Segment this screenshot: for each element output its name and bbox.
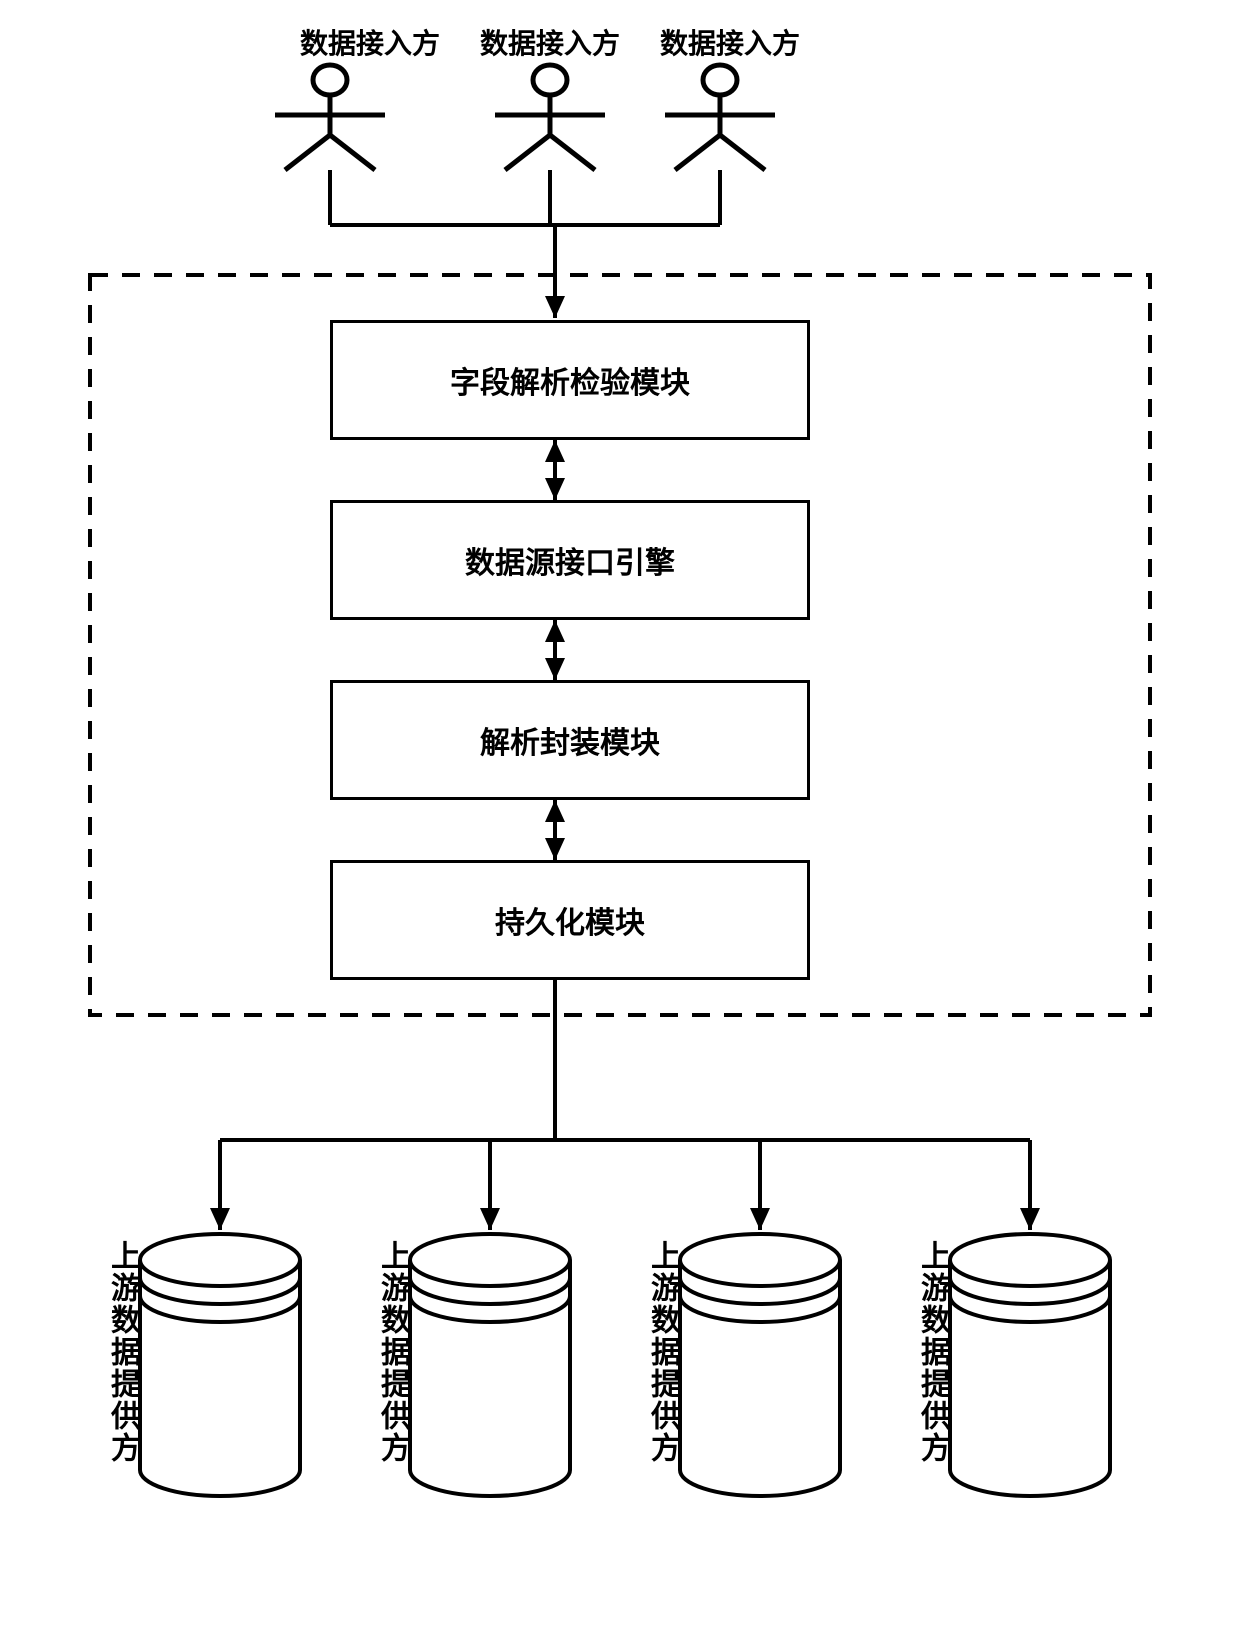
cylinder-label: 上游数据提供方 bbox=[100, 1240, 144, 1464]
diagram-svg bbox=[0, 0, 1240, 1646]
process-node-label: 持久化模块 bbox=[495, 898, 645, 942]
process-node-label: 解析封装模块 bbox=[480, 718, 660, 762]
actor-label: 数据接入方 bbox=[480, 22, 620, 62]
cylinder-label: 上游数据提供方 bbox=[640, 1240, 684, 1464]
process-node: 解析封装模块 bbox=[330, 680, 810, 800]
cylinder-label: 上游数据提供方 bbox=[910, 1240, 954, 1464]
process-node: 字段解析检验模块 bbox=[330, 320, 810, 440]
process-node-label: 字段解析检验模块 bbox=[450, 358, 690, 402]
cylinder-label: 上游数据提供方 bbox=[370, 1240, 414, 1464]
actor-label: 数据接入方 bbox=[660, 22, 800, 62]
process-node-label: 数据源接口引擎 bbox=[465, 538, 675, 582]
process-node: 持久化模块 bbox=[330, 860, 810, 980]
process-node: 数据源接口引擎 bbox=[330, 500, 810, 620]
actor-label: 数据接入方 bbox=[300, 22, 440, 62]
